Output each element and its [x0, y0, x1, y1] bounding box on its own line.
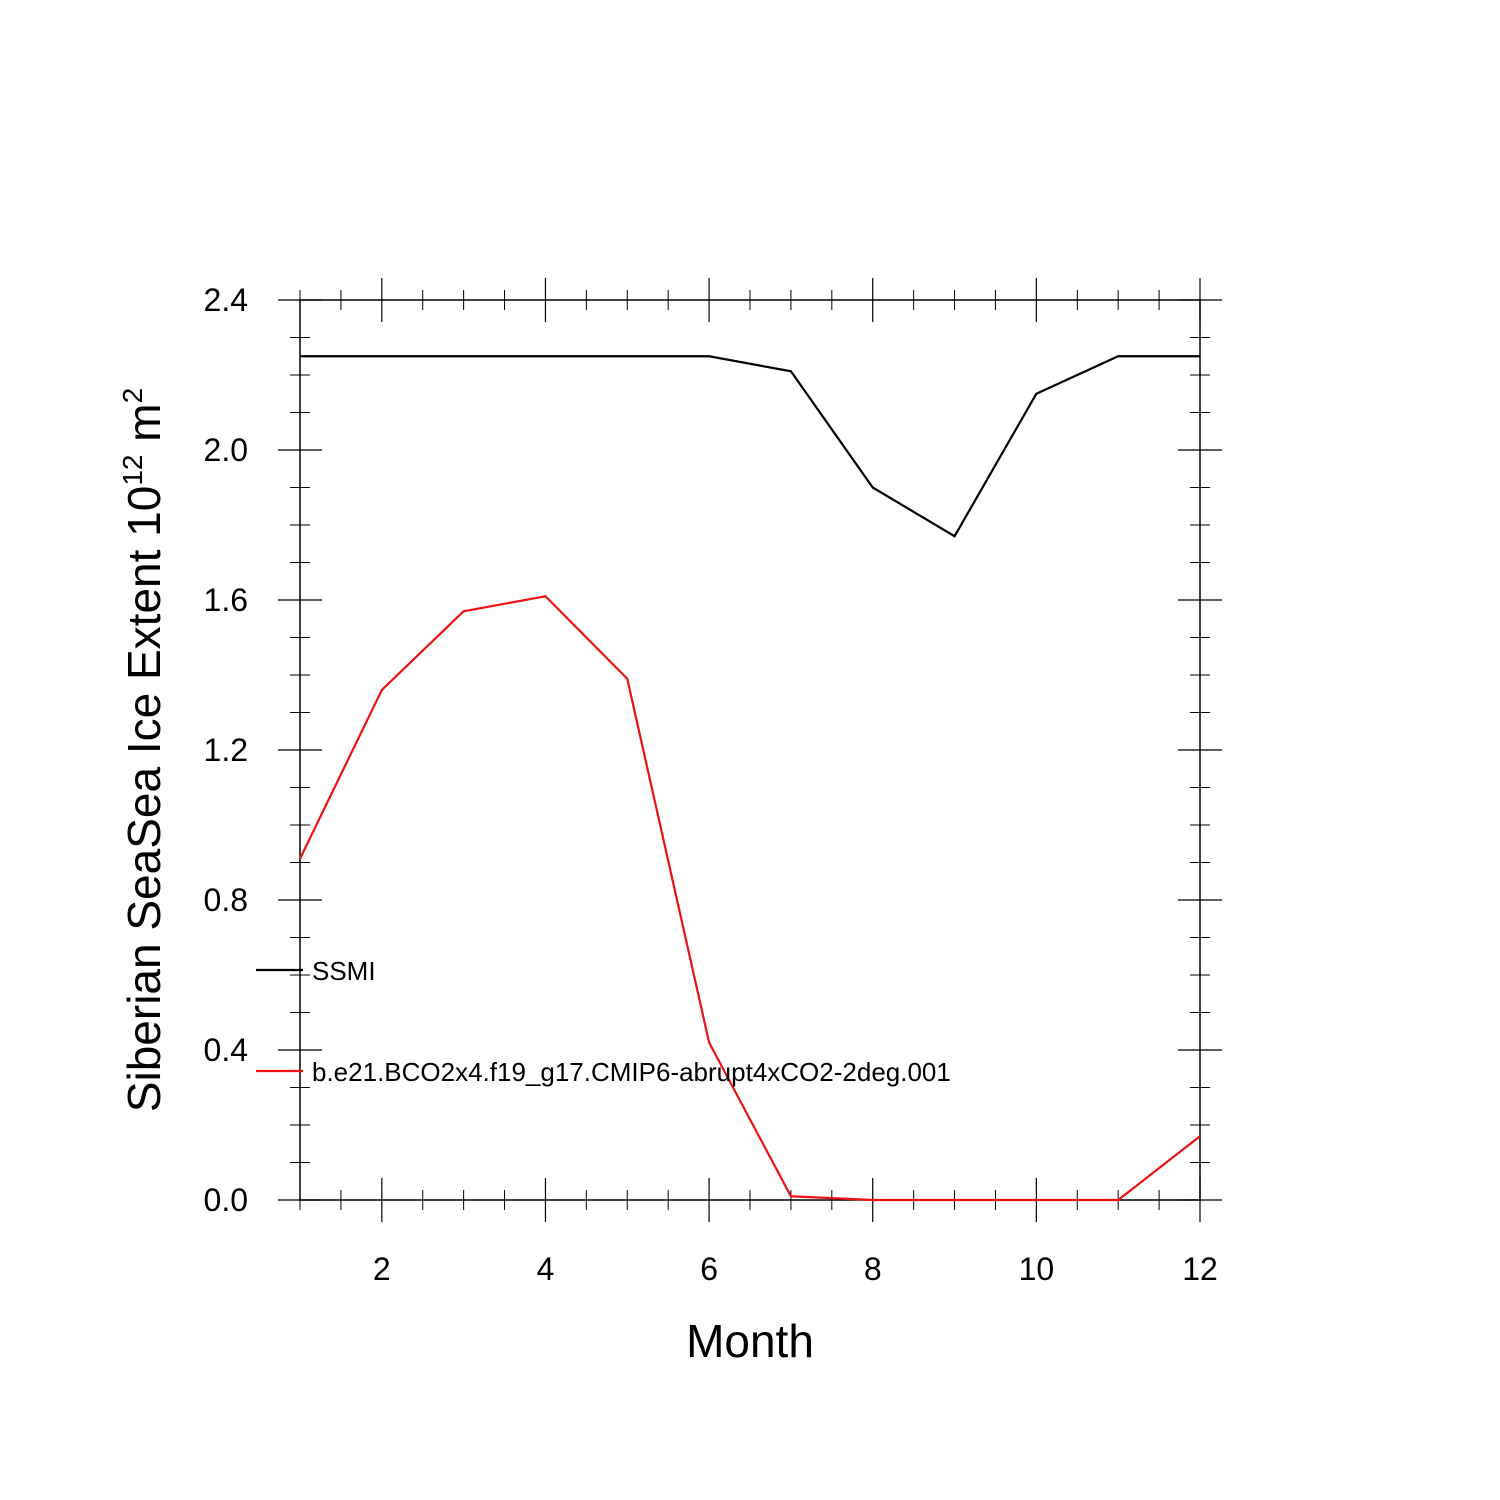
- legend-label-1: SSMI: [312, 956, 376, 986]
- legend: SSMI b.e21.BCO2x4.f19_g17.CMIP6-abrupt4xC…: [256, 956, 951, 1087]
- y-axis-title-main: Siberian SeaSea Ice Extent 10: [118, 486, 170, 1113]
- y-axis-title-exponent: 12: [117, 455, 148, 486]
- x-tick-label: 12: [1182, 1251, 1218, 1287]
- series-line-2: [299, 595, 1201, 1202]
- tick-labels: 2 4 6 8 10 12 0.0 0.4 0.8 1.2 1.6 2.0 2.4: [204, 282, 1218, 1287]
- y-axis-title: Siberian SeaSea Ice Extent 1012 m2: [117, 388, 170, 1112]
- x-axis-title: Month: [686, 1315, 814, 1367]
- y-axis-title-unit: m: [118, 403, 170, 454]
- y-tick-label: 0.8: [204, 882, 248, 918]
- series-line-1: [300, 355, 1200, 538]
- legend-label-2: b.e21.BCO2x4.f19_g17.CMIP6-abrupt4xCO2-2…: [312, 1057, 951, 1087]
- y-tick-label: 2.4: [204, 282, 248, 318]
- plot-frame: [299, 299, 1201, 1201]
- y-tick-label: 1.2: [204, 732, 248, 768]
- x-tick-label: 2: [373, 1251, 391, 1287]
- x-tick-label: 6: [700, 1251, 718, 1287]
- x-tick-label: 10: [1019, 1251, 1055, 1287]
- y-tick-label: 0.0: [204, 1182, 248, 1218]
- x-tick-label: 8: [864, 1251, 882, 1287]
- x-tick-label: 4: [537, 1251, 555, 1287]
- y-axis-title-unit-exponent: 2: [117, 388, 148, 404]
- y-tick-label: 2.0: [204, 432, 248, 468]
- y-tick-label: 1.6: [204, 582, 248, 618]
- y-tick-label: 0.4: [204, 1032, 248, 1068]
- series-layer: [299, 355, 1201, 1202]
